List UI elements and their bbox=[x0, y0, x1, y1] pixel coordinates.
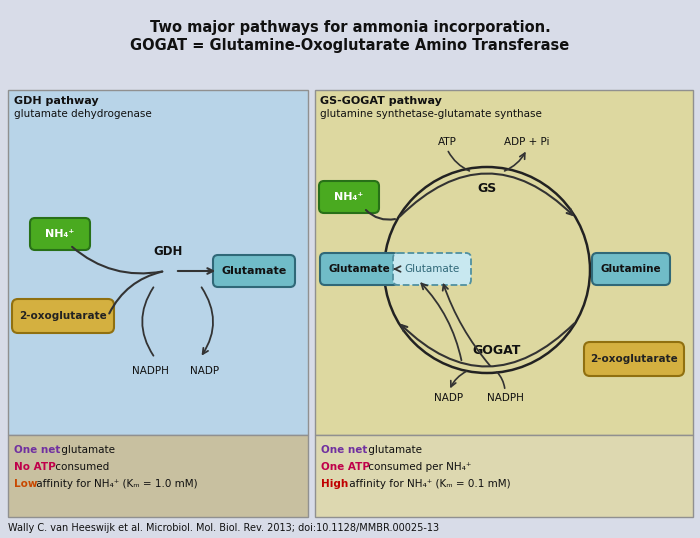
Text: No ATP: No ATP bbox=[14, 462, 56, 472]
Text: Glutamate: Glutamate bbox=[405, 264, 460, 274]
Text: One net: One net bbox=[14, 445, 60, 455]
FancyBboxPatch shape bbox=[213, 255, 295, 287]
Text: One ATP: One ATP bbox=[321, 462, 370, 472]
Text: 2-oxoglutarate: 2-oxoglutarate bbox=[590, 354, 678, 364]
Text: NH₄⁺: NH₄⁺ bbox=[46, 229, 75, 239]
FancyBboxPatch shape bbox=[393, 253, 471, 285]
Text: glutamate: glutamate bbox=[57, 445, 115, 455]
FancyBboxPatch shape bbox=[12, 299, 114, 333]
FancyBboxPatch shape bbox=[8, 90, 308, 435]
Text: Glutamine: Glutamine bbox=[601, 264, 662, 274]
FancyBboxPatch shape bbox=[315, 435, 693, 517]
Text: Glutamate: Glutamate bbox=[221, 266, 286, 276]
Text: glutamate dehydrogenase: glutamate dehydrogenase bbox=[14, 109, 152, 119]
Text: GOGAT = Glutamine-Oxoglutarate Amino Transferase: GOGAT = Glutamine-Oxoglutarate Amino Tra… bbox=[130, 38, 570, 53]
Text: GDH: GDH bbox=[153, 245, 183, 258]
Text: NH₄⁺: NH₄⁺ bbox=[335, 192, 363, 202]
FancyBboxPatch shape bbox=[30, 218, 90, 250]
FancyBboxPatch shape bbox=[320, 253, 398, 285]
Text: ATP: ATP bbox=[438, 137, 456, 147]
Text: One net: One net bbox=[321, 445, 368, 455]
Text: GOGAT: GOGAT bbox=[473, 344, 522, 357]
Text: Glutamate: Glutamate bbox=[328, 264, 390, 274]
Text: affinity for NH₄⁺ (Kₘ = 0.1 mM): affinity for NH₄⁺ (Kₘ = 0.1 mM) bbox=[346, 479, 510, 489]
FancyBboxPatch shape bbox=[8, 435, 308, 517]
Text: GDH pathway: GDH pathway bbox=[14, 96, 99, 106]
Text: NADP: NADP bbox=[435, 393, 463, 403]
Text: ADP + Pi: ADP + Pi bbox=[504, 137, 550, 147]
Text: NADPH: NADPH bbox=[132, 366, 169, 376]
Text: GS: GS bbox=[477, 182, 496, 195]
Text: 2-oxoglutarate: 2-oxoglutarate bbox=[19, 311, 107, 321]
FancyBboxPatch shape bbox=[592, 253, 670, 285]
Text: Low: Low bbox=[14, 479, 38, 489]
FancyBboxPatch shape bbox=[584, 342, 684, 376]
Text: NADP: NADP bbox=[190, 366, 220, 376]
Text: affinity for NH₄⁺ (Kₘ = 1.0 mM): affinity for NH₄⁺ (Kₘ = 1.0 mM) bbox=[33, 479, 197, 489]
FancyBboxPatch shape bbox=[319, 181, 379, 213]
FancyBboxPatch shape bbox=[315, 90, 693, 435]
Text: Two major pathways for ammonia incorporation.: Two major pathways for ammonia incorpora… bbox=[150, 20, 550, 35]
Text: consumed: consumed bbox=[52, 462, 108, 472]
Text: High: High bbox=[321, 479, 349, 489]
Text: glutamate: glutamate bbox=[365, 445, 421, 455]
Text: NADPH: NADPH bbox=[486, 393, 524, 403]
Text: Wally C. van Heeswijk et al. Microbiol. Mol. Biol. Rev. 2013; doi:10.1128/MMBR.0: Wally C. van Heeswijk et al. Microbiol. … bbox=[8, 523, 439, 533]
Text: GS-GOGAT pathway: GS-GOGAT pathway bbox=[320, 96, 442, 106]
Text: glutamine synthetase-glutamate synthase: glutamine synthetase-glutamate synthase bbox=[320, 109, 542, 119]
Text: consumed per NH₄⁺: consumed per NH₄⁺ bbox=[365, 462, 471, 472]
